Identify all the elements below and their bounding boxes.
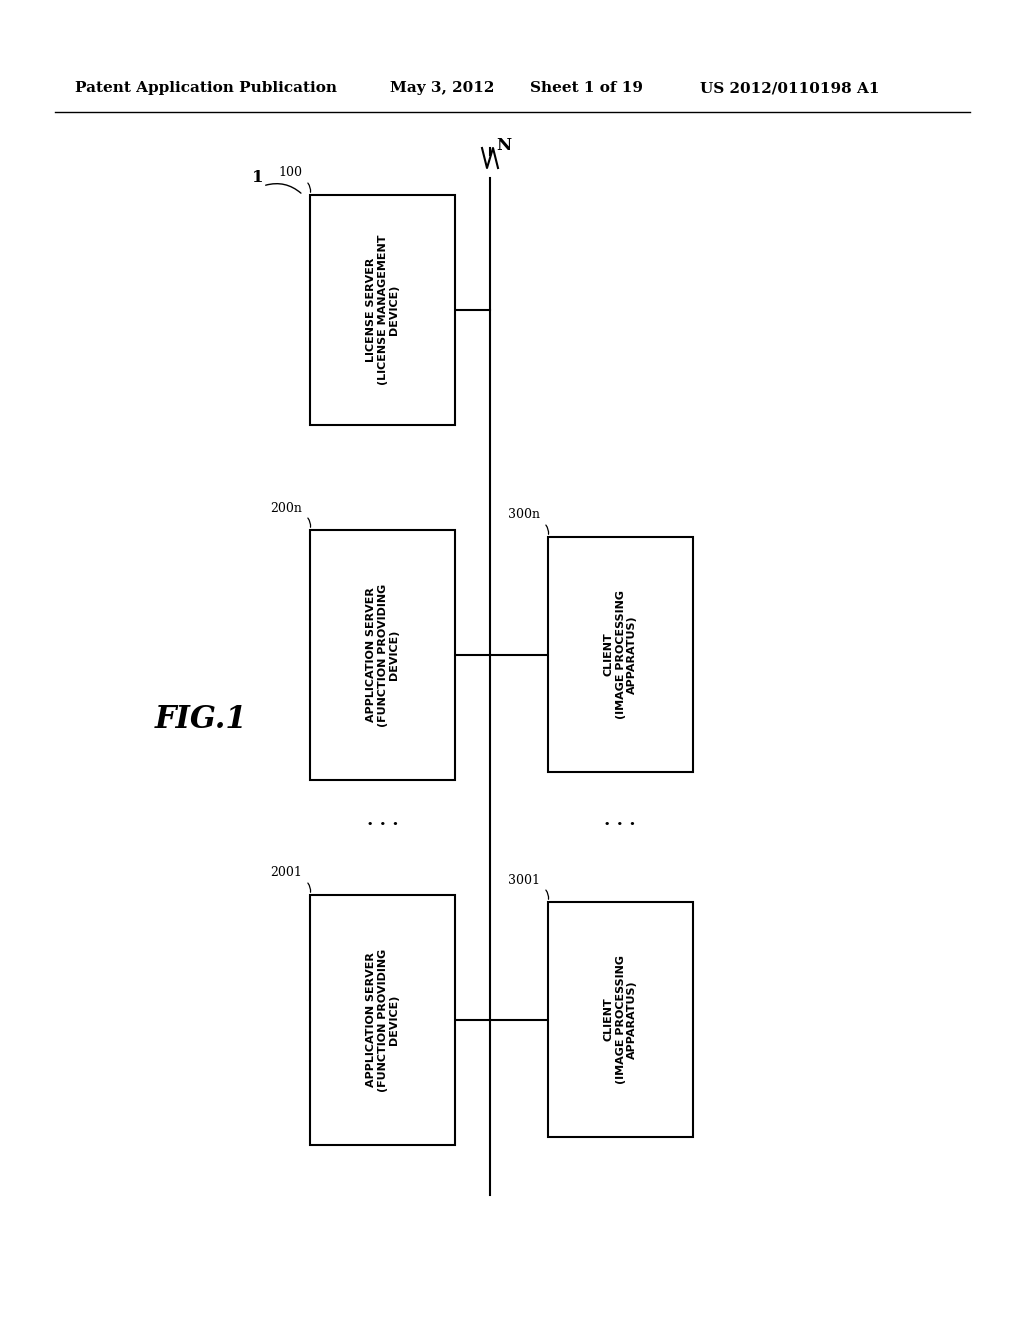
Text: FIG.1: FIG.1: [155, 705, 248, 735]
Text: CLIENT
(IMAGE PROCESSING
APPARATUS): CLIENT (IMAGE PROCESSING APPARATUS): [604, 590, 637, 719]
Bar: [310, 531, 455, 780]
Text: 1: 1: [252, 169, 264, 186]
Bar: [310, 195, 455, 425]
Text: . . .: . . .: [368, 810, 398, 829]
Text: 300n: 300n: [508, 508, 540, 521]
Text: 3001: 3001: [508, 874, 540, 887]
Text: Sheet 1 of 19: Sheet 1 of 19: [530, 81, 643, 95]
Text: 100: 100: [278, 166, 302, 180]
Text: CLIENT
(IMAGE PROCESSING
APPARATUS): CLIENT (IMAGE PROCESSING APPARATUS): [604, 954, 637, 1084]
Text: . . .: . . .: [604, 810, 636, 829]
Text: LICENSE SERVER
(LICENSE MANAGEMENT
DEVICE): LICENSE SERVER (LICENSE MANAGEMENT DEVIC…: [366, 235, 399, 385]
Text: Patent Application Publication: Patent Application Publication: [75, 81, 337, 95]
Text: May 3, 2012: May 3, 2012: [390, 81, 495, 95]
Text: 200n: 200n: [270, 502, 302, 515]
Text: US 2012/0110198 A1: US 2012/0110198 A1: [700, 81, 880, 95]
Text: N: N: [496, 136, 511, 153]
Bar: [310, 895, 455, 1144]
Text: 2001: 2001: [270, 866, 302, 879]
Text: APPLICATION SERVER
(FUNCTION PROVIDING
DEVICE): APPLICATION SERVER (FUNCTION PROVIDING D…: [366, 583, 399, 726]
Text: APPLICATION SERVER
(FUNCTION PROVIDING
DEVICE): APPLICATION SERVER (FUNCTION PROVIDING D…: [366, 948, 399, 1092]
Bar: [548, 902, 693, 1137]
Bar: [548, 537, 693, 772]
